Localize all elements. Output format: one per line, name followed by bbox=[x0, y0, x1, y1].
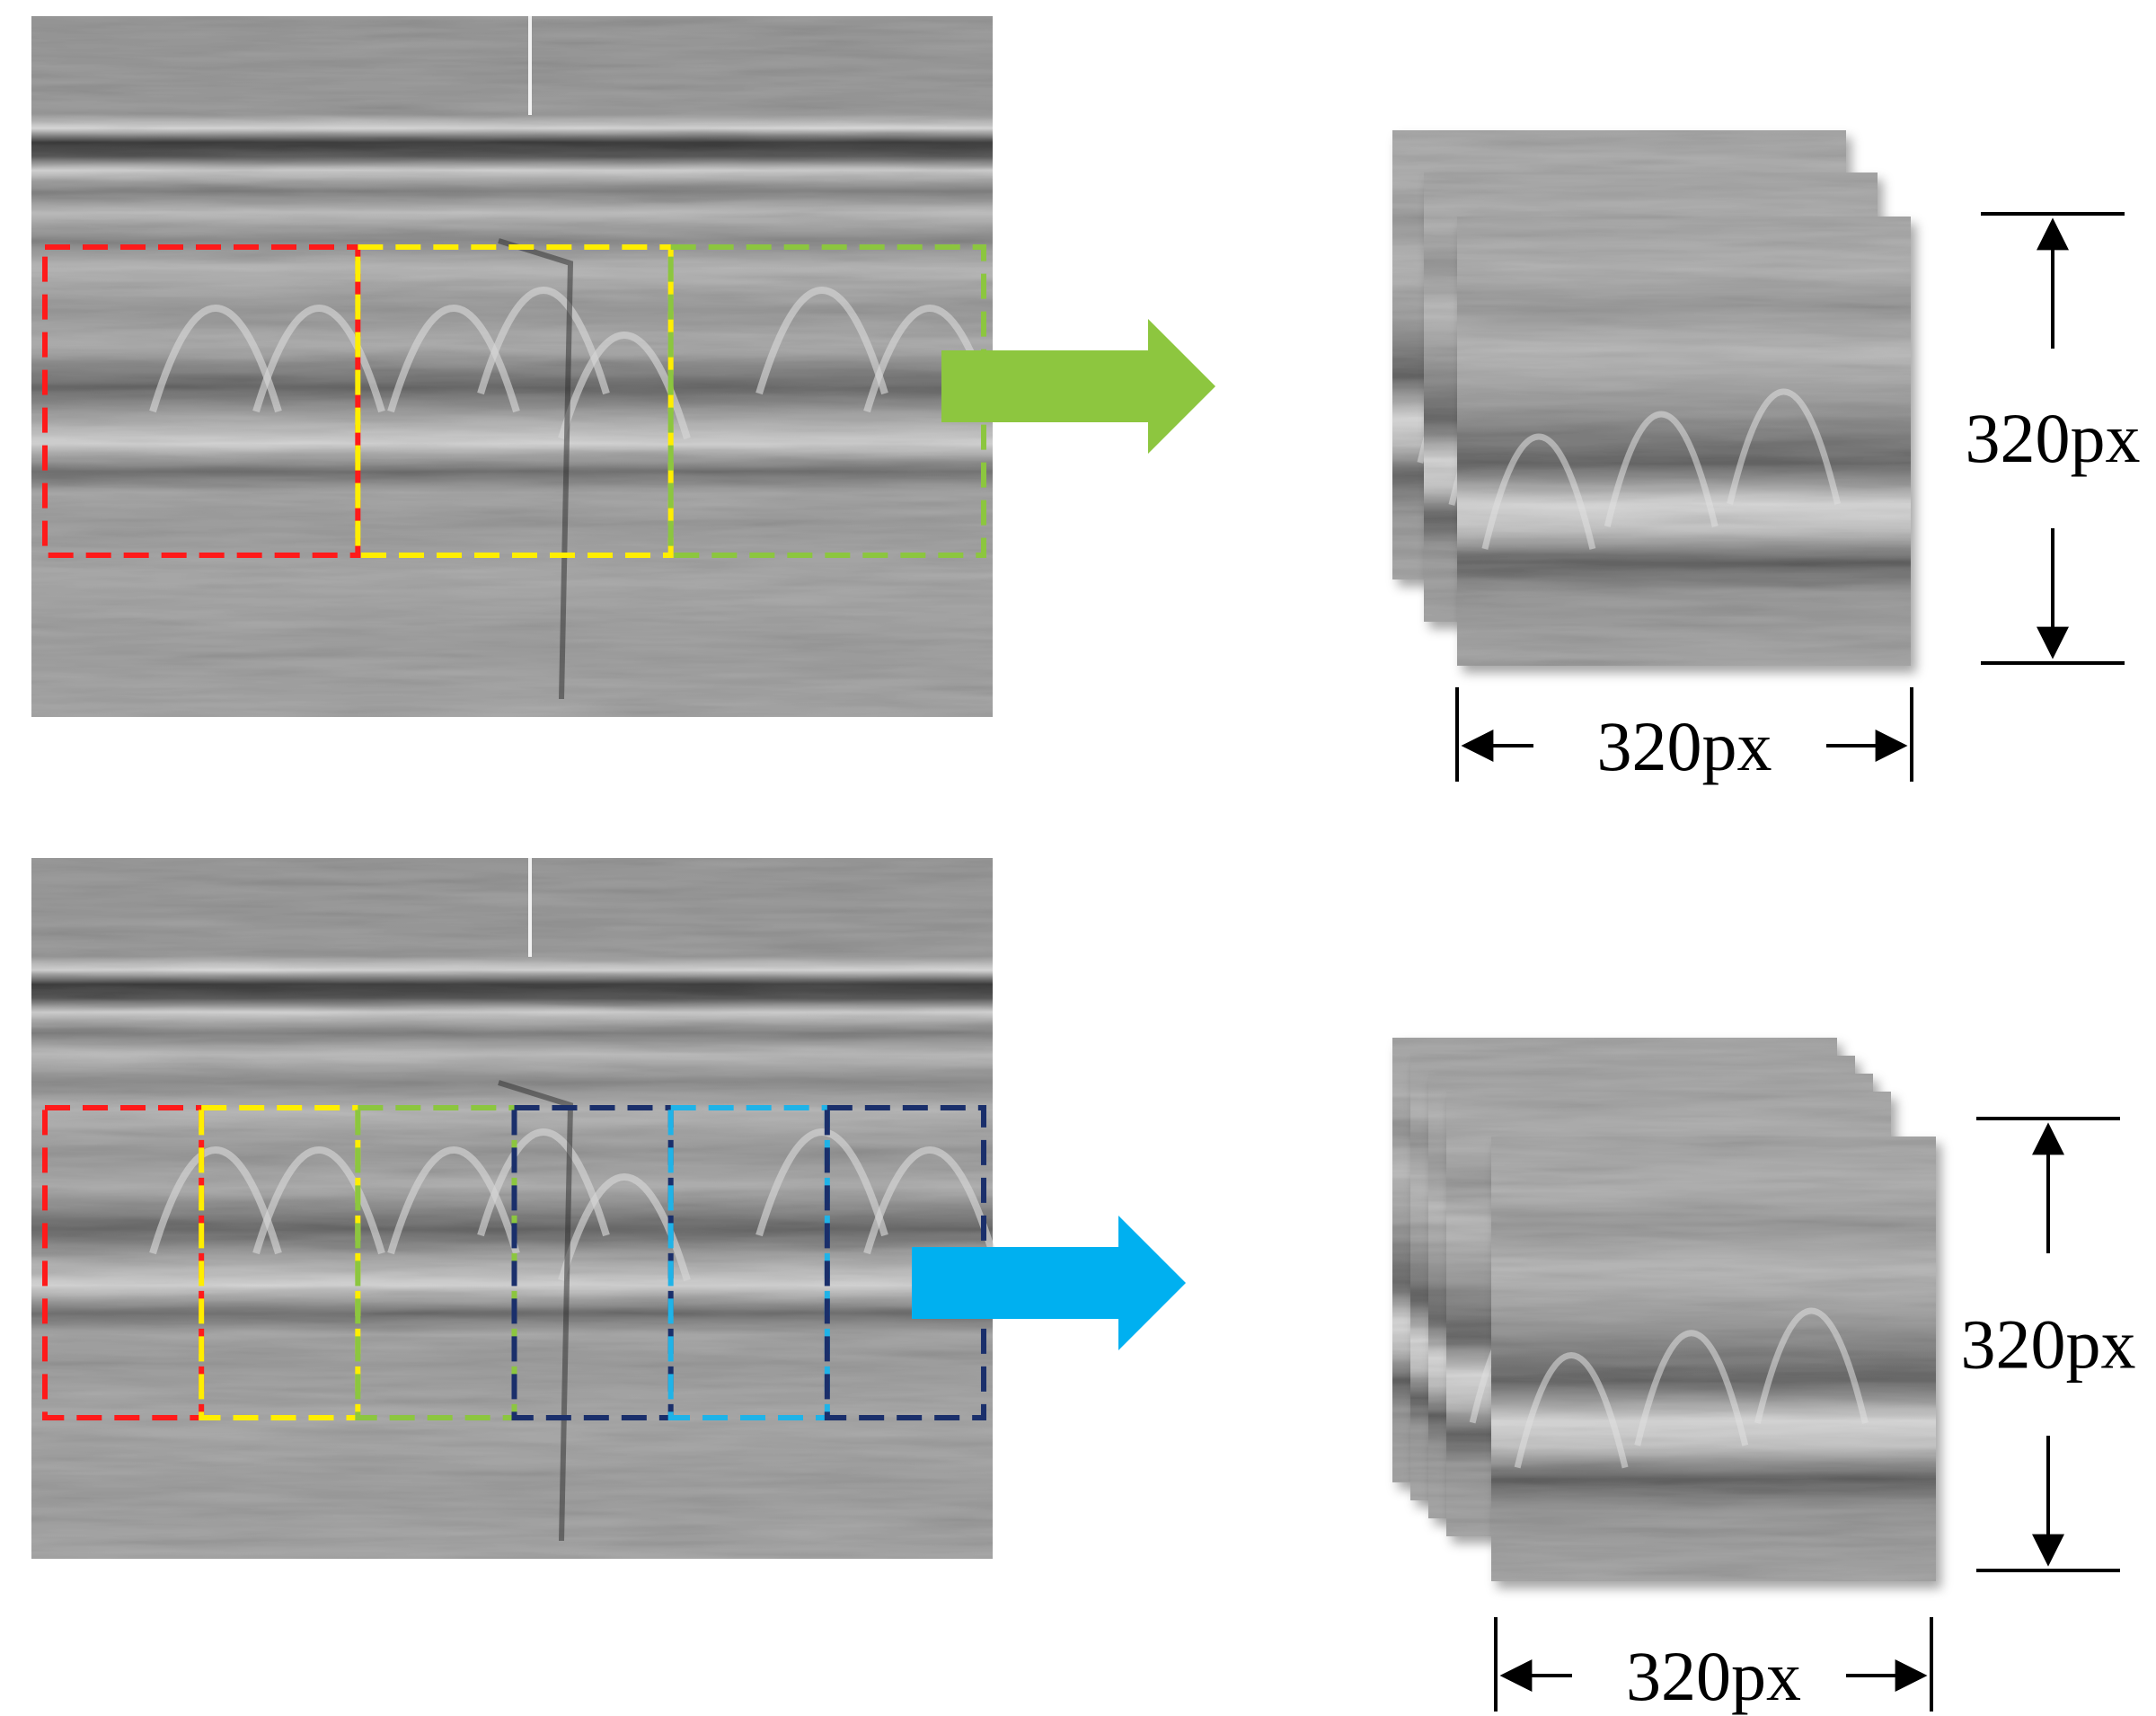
hyperbola-reflection bbox=[755, 287, 888, 395]
block-arrow-icon bbox=[941, 319, 1215, 454]
hyperbola-reflection bbox=[252, 305, 385, 413]
hyperbola-reflection bbox=[387, 305, 520, 413]
patch-hyperbola bbox=[1514, 1352, 1629, 1469]
patch-hyperbola bbox=[1754, 1307, 1869, 1424]
sliding-window-box bbox=[42, 244, 361, 558]
radargram-texture bbox=[31, 16, 993, 717]
hyperbola-reflection bbox=[149, 1146, 282, 1255]
width-label: 320px bbox=[1597, 707, 1772, 785]
hyperbola-reflection bbox=[863, 1146, 996, 1255]
hyperbola-reflection bbox=[477, 1128, 610, 1237]
height-label: 320px bbox=[1961, 1305, 2136, 1384]
height-label: 320px bbox=[1966, 399, 2141, 477]
hyperbola-reflection bbox=[149, 305, 282, 413]
row-six-window: 320px 320px bbox=[31, 858, 2136, 1715]
block-arrow-icon bbox=[912, 1216, 1186, 1350]
hyperbola-reflection bbox=[252, 1146, 385, 1255]
patch-hyperbola bbox=[1634, 1330, 1749, 1446]
sliding-window-box bbox=[355, 244, 674, 558]
hyperbola-reflection bbox=[755, 1128, 888, 1237]
hyperbola-reflection bbox=[387, 1146, 520, 1255]
width-label: 320px bbox=[1626, 1637, 1801, 1715]
patch-hyperbola bbox=[1481, 433, 1596, 550]
patch-hyperbola bbox=[1604, 411, 1719, 527]
patch-hyperbola bbox=[1727, 388, 1842, 505]
hyperbola-reflection bbox=[477, 287, 610, 395]
row-three-window: 320px 320px bbox=[31, 16, 2141, 785]
patch-5 bbox=[1491, 1137, 1936, 1581]
patch-3 bbox=[1457, 217, 1911, 666]
